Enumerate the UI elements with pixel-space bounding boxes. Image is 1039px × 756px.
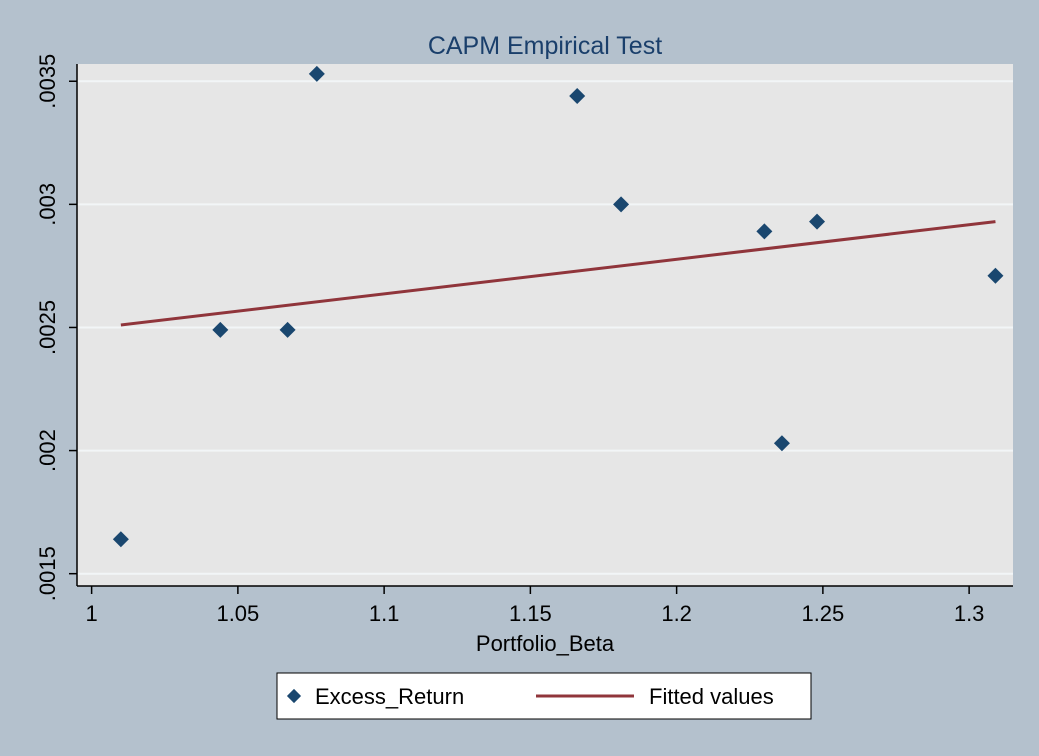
plot-area <box>77 64 1013 586</box>
x-tick-label: 1.2 <box>661 601 692 626</box>
data-point-marker <box>279 321 296 338</box>
legend-label-excess-return: Excess_Return <box>315 684 464 709</box>
data-point-marker <box>613 196 630 213</box>
legend-marker-icon <box>286 688 302 704</box>
y-tick-label: .0015 <box>35 546 60 601</box>
x-tick-label: 1.3 <box>954 601 985 626</box>
y-tick-label: .002 <box>35 429 60 472</box>
y-tick-label: .0035 <box>35 54 60 109</box>
x-tick-label: 1.05 <box>216 601 259 626</box>
data-point-marker <box>308 65 325 82</box>
legend-label-fitted-values: Fitted values <box>649 684 774 709</box>
markers-layer <box>112 65 1004 548</box>
fitted-values-line <box>120 220 996 327</box>
data-point-marker <box>569 88 586 105</box>
data-point-marker <box>112 531 129 548</box>
axes <box>76 64 1013 587</box>
data-point-marker <box>809 213 826 230</box>
data-point-marker <box>212 321 229 338</box>
data-point-marker <box>773 435 790 452</box>
fitted-line-layer <box>120 220 996 327</box>
data-point-marker <box>756 223 773 240</box>
x-tick-label: 1.15 <box>509 601 552 626</box>
y-tick-label: .003 <box>35 183 60 226</box>
x-tick-label: 1.1 <box>369 601 400 626</box>
chart-title: CAPM Empirical Test <box>428 32 662 60</box>
x-tick-label: 1 <box>86 601 98 626</box>
x-axis-title: Portfolio_Beta <box>476 631 615 656</box>
y-tick-label: .0025 <box>35 300 60 355</box>
legend: Excess_Return Fitted values <box>276 672 812 720</box>
x-tick-label: 1.25 <box>801 601 844 626</box>
tick-labels: .0015 .002 .0025 .003 .0035 1 1.05 1.1 1.15 1.2 1.… <box>35 54 984 626</box>
grid <box>77 80 1013 575</box>
data-point-marker <box>987 267 1004 284</box>
